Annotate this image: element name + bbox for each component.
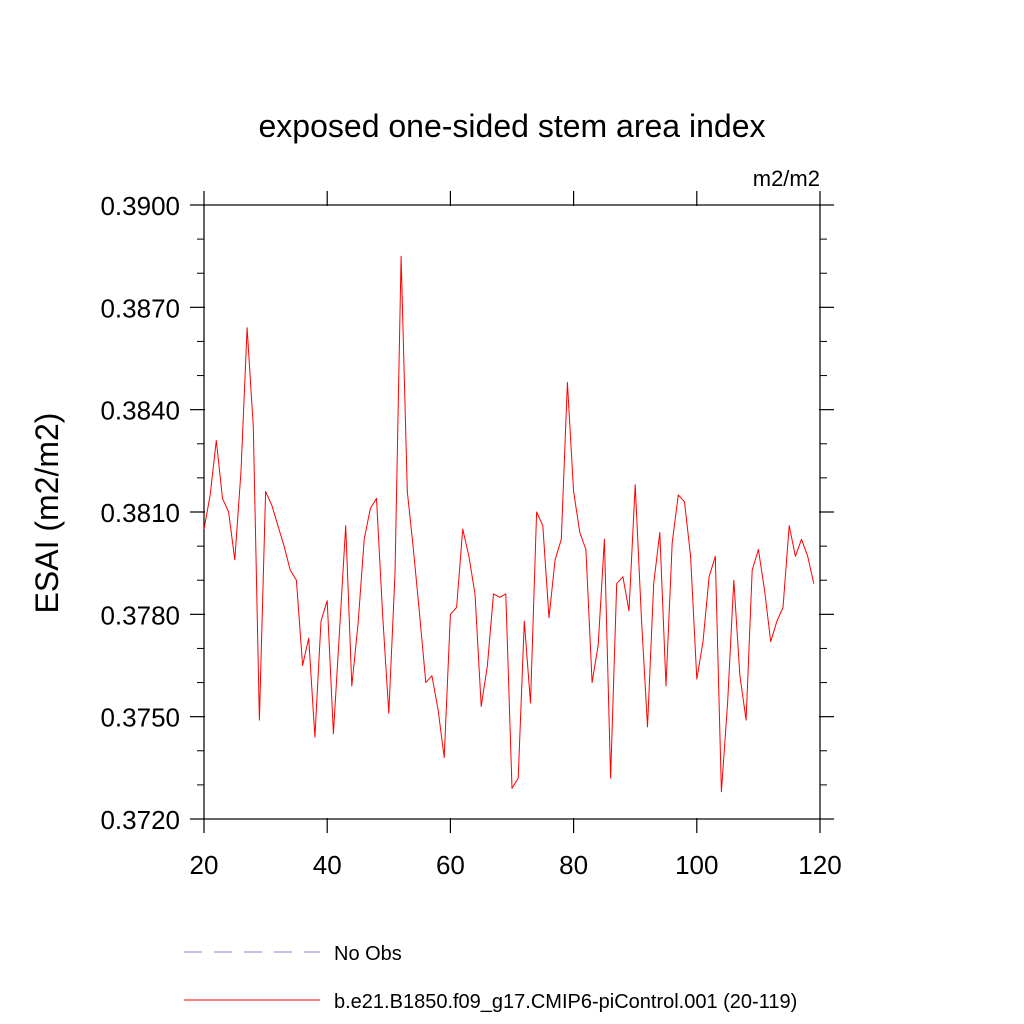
units-label: m2/m2 [753, 166, 820, 191]
y-tick-label: 0.3720 [100, 805, 180, 835]
chart-title: exposed one-sided stem area index [259, 108, 766, 144]
series-line [203, 255, 815, 793]
y-tick-label: 0.3900 [100, 191, 180, 221]
x-tick-label: 120 [798, 850, 841, 880]
x-tick-label: 40 [313, 850, 342, 880]
legend: No Obs b.e21.B1850.f09_g17.CMIP6-piContr… [184, 943, 797, 1013]
y-tick-label: 0.3810 [100, 498, 180, 528]
y-tick-label: 0.3870 [100, 293, 180, 323]
x-tick-label: 20 [190, 850, 219, 880]
x-tick-label: 60 [436, 850, 465, 880]
legend-series-label: b.e21.B1850.f09_g17.CMIP6-piControl.001 … [334, 991, 797, 1013]
y-tick-label: 0.3750 [100, 703, 180, 733]
x-tick-label: 100 [675, 850, 718, 880]
plot-frame [203, 204, 821, 820]
y-axis-label: ESAI (m2/m2) [29, 413, 65, 614]
x-tick-label: 80 [559, 850, 588, 880]
y-minor-ticks [197, 238, 827, 786]
y-ticks: 0.3720 0.3750 0.3780 0.3810 0.3840 0.3870 0.39… [100, 191, 834, 835]
y-tick-label: 0.3840 [100, 396, 180, 426]
y-tick-label: 0.3780 [100, 600, 180, 630]
legend-no-obs-label: No Obs [334, 943, 402, 965]
x-ticks: 20 40 60 80 100 120 [190, 191, 842, 880]
series-layer [203, 255, 815, 793]
